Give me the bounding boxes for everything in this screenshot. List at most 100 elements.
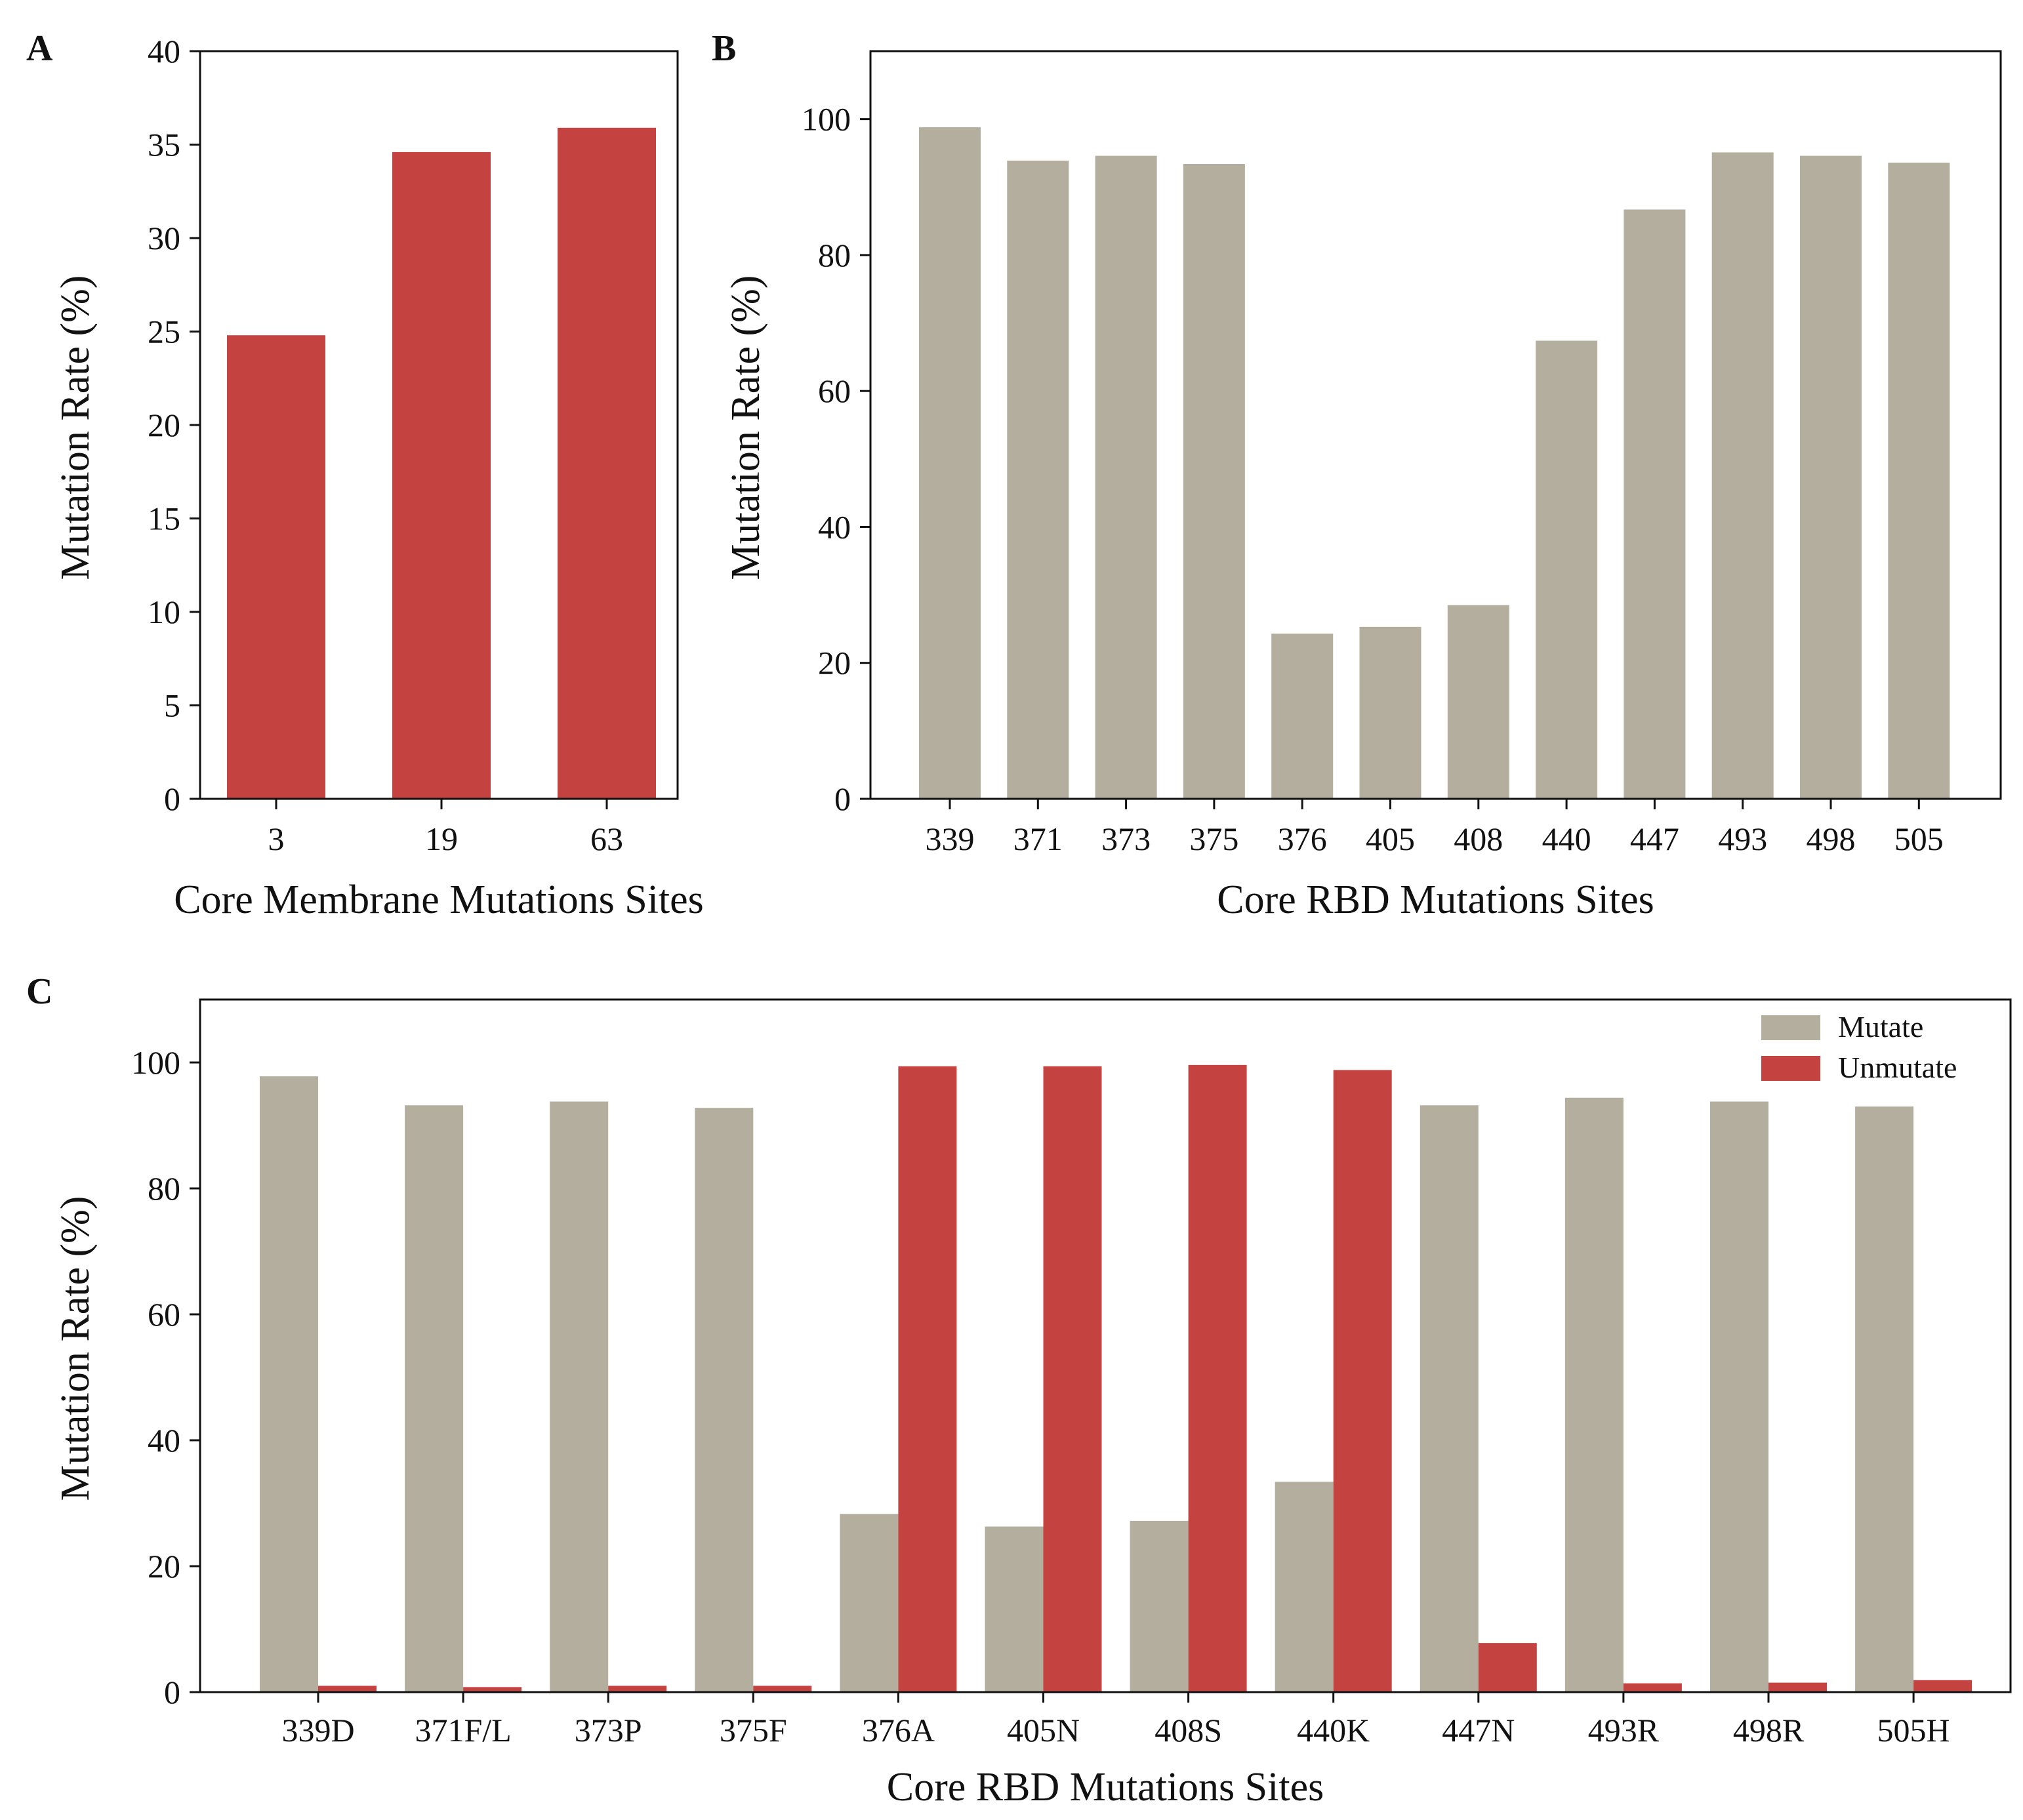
y-tick-label: 0 — [164, 1674, 180, 1710]
x-axis-title: Core RBD Mutations Sites — [887, 1765, 1324, 1810]
panel-letter-b: B — [712, 28, 736, 69]
y-tick-label: 60 — [818, 373, 851, 409]
bar-unmutate-498r — [1768, 1682, 1827, 1692]
bar-unmutate-339d — [318, 1686, 377, 1692]
y-tick-label: 20 — [148, 407, 180, 443]
x-tick-label: 405 — [1366, 820, 1415, 857]
bar-mutate-371fl — [405, 1105, 464, 1692]
x-tick-label: 447N — [1442, 1712, 1515, 1749]
x-tick-label: 3 — [268, 820, 285, 857]
x-tick-label: 375 — [1189, 820, 1238, 857]
bar-mutate-498r — [1710, 1101, 1768, 1692]
x-tick-label: 373 — [1101, 820, 1151, 857]
bar-mutate-505h — [1855, 1106, 1914, 1692]
plot-frame — [199, 50, 679, 800]
x-tick-label: 339D — [281, 1712, 354, 1749]
bar-3 — [227, 335, 325, 799]
y-tick-label: 25 — [148, 313, 180, 350]
y-axis-title: Mutation Rate (%) — [724, 275, 768, 580]
x-axis-title: Core RBD Mutations Sites — [1217, 878, 1654, 922]
x-tick-label: 505H — [1877, 1712, 1950, 1749]
panel-b: B 0 20 40 60 80 100 339 371 373 375 376 405 408 440 447… — [712, 28, 2002, 922]
x-tick-label: 447 — [1630, 820, 1679, 857]
x-tick-label: 375F — [720, 1712, 787, 1749]
y-tick-label: 40 — [148, 1422, 180, 1459]
x-tick-label: 493R — [1588, 1712, 1660, 1749]
bar-unmutate-447n — [1478, 1643, 1537, 1692]
x-tick-label: 440K — [1297, 1712, 1370, 1749]
panel-letter-a: A — [26, 28, 53, 69]
legend-label-unmutate: Unmutate — [1838, 1051, 1957, 1084]
x-tick-label: 408S — [1155, 1712, 1222, 1749]
bar-405 — [1359, 626, 1421, 799]
bar-371 — [1007, 160, 1069, 799]
bar-mutate-405n — [985, 1526, 1044, 1692]
y-tick-label: 0 — [834, 780, 851, 817]
bar-unmutate-408s — [1188, 1064, 1247, 1692]
bar-unmutate-371fl — [463, 1687, 522, 1692]
x-tick-label: 371 — [1013, 820, 1063, 857]
y-tick-label: 20 — [148, 1548, 180, 1585]
x-tick-label: 373P — [575, 1712, 642, 1749]
y-tick-label: 40 — [148, 33, 180, 70]
bar-19 — [392, 152, 491, 799]
x-axis-title: Core Membrane Mutations Sites — [174, 878, 704, 922]
bar-unmutate-373p — [608, 1686, 667, 1692]
panel-letter-c: C — [26, 971, 52, 1012]
plot-frame — [869, 50, 2002, 800]
y-tick-label: 5 — [164, 687, 180, 724]
legend: Mutate Unmutate — [1761, 1010, 1957, 1084]
y-tick-label: 80 — [818, 237, 851, 273]
bar-498 — [1800, 155, 1862, 799]
x-tick-label: 405N — [1007, 1712, 1080, 1749]
x-tick-label: 376 — [1278, 820, 1327, 857]
bar-unmutate-405n — [1043, 1066, 1102, 1692]
bar-375 — [1183, 164, 1245, 799]
bar-440 — [1536, 340, 1598, 799]
bar-493 — [1711, 152, 1774, 799]
bar-mutate-493r — [1564, 1097, 1624, 1692]
y-tick-label: 35 — [148, 127, 180, 163]
panel-a: A 0 5 10 15 20 25 30 35 40 3 19 63 Mutation Rate (%) C… — [26, 28, 704, 922]
x-tick-label: 19 — [425, 820, 458, 857]
y-tick-label: 0 — [164, 780, 180, 817]
y-tick-label: 10 — [148, 594, 180, 630]
legend-swatch-mutate — [1761, 1015, 1820, 1040]
y-tick-label: 20 — [818, 645, 851, 681]
y-tick-label: 60 — [148, 1296, 180, 1333]
x-tick-label: 376A — [862, 1712, 935, 1749]
bar-mutate-375f — [695, 1108, 754, 1692]
bar-63 — [558, 127, 656, 799]
bar-376 — [1271, 634, 1334, 799]
y-tick-label: 100 — [131, 1044, 180, 1081]
panel-c: C 0 20 40 60 80 100 339D 371F/L 373P 375F 376A 405N 4… — [26, 971, 2012, 1810]
x-tick-label: 63 — [590, 820, 623, 857]
legend-swatch-unmutate — [1761, 1056, 1820, 1081]
bar-unmutate-440k — [1333, 1070, 1392, 1692]
bar-unmutate-375f — [753, 1686, 812, 1692]
x-tick-label: 371F/L — [415, 1712, 511, 1749]
y-tick-label: 30 — [148, 220, 180, 256]
bar-mutate-373p — [550, 1101, 609, 1692]
y-tick-label: 80 — [148, 1170, 180, 1207]
y-axis-title: Mutation Rate (%) — [53, 1196, 98, 1501]
x-tick-label: 498R — [1733, 1712, 1805, 1749]
bar-mutate-376a — [840, 1514, 899, 1692]
bar-mutate-339d — [260, 1076, 318, 1692]
plot-frame — [199, 998, 2012, 1693]
x-tick-label: 505 — [1894, 820, 1944, 857]
bar-unmutate-493r — [1623, 1683, 1682, 1692]
x-tick-label: 339 — [926, 820, 975, 857]
y-tick-label: 15 — [148, 500, 180, 537]
bar-mutate-440k — [1275, 1482, 1334, 1692]
y-tick-label: 100 — [802, 101, 851, 138]
y-tick-label: 40 — [818, 508, 851, 545]
y-axis-title: Mutation Rate (%) — [53, 275, 98, 580]
bar-408 — [1447, 605, 1509, 799]
x-tick-label: 493 — [1718, 820, 1767, 857]
bar-339 — [919, 127, 981, 799]
legend-label-mutate: Mutate — [1838, 1010, 1923, 1043]
bar-505 — [1888, 162, 1950, 799]
bar-unmutate-505h — [1913, 1680, 1972, 1692]
